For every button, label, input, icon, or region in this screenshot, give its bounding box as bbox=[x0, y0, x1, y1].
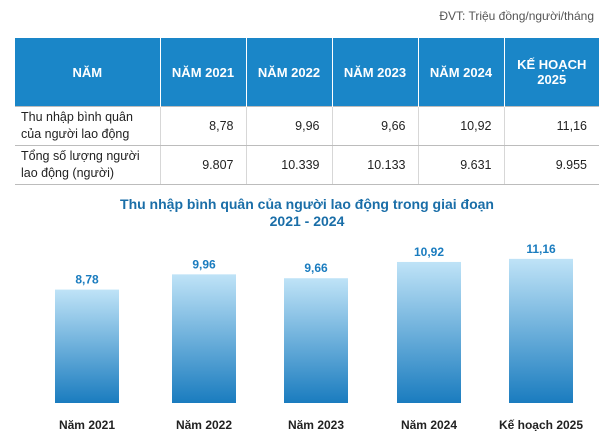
cell-value: 10.339 bbox=[246, 145, 333, 185]
chart-title-line-2: 2021 - 2024 bbox=[269, 213, 345, 229]
cell-value: 9,66 bbox=[332, 106, 419, 146]
cell-value: 9.955 bbox=[504, 145, 599, 185]
row-label: Thu nhập bình quân của người lao động bbox=[15, 106, 161, 146]
cell-value: 9,96 bbox=[246, 106, 333, 146]
table-header-row: NĂM NĂM 2021 NĂM 2022 NĂM 2023 NĂM 2024 … bbox=[15, 38, 599, 107]
bar-1 bbox=[55, 289, 119, 403]
bar-2 bbox=[172, 274, 236, 403]
bar-3 bbox=[284, 278, 348, 403]
header-2023: NĂM 2023 bbox=[332, 38, 419, 107]
header-year: NĂM bbox=[15, 38, 161, 107]
header-plan-2025: KẾ HOẠCH 2025 bbox=[504, 38, 599, 107]
cell-value: 10,92 bbox=[418, 106, 505, 146]
bar-chart: 8,78 Năm 2021 9,96 Năm 2022 9,66 Năm 2023 10,9… bbox=[55, 242, 583, 432]
cell-value: 10.133 bbox=[332, 145, 419, 185]
chart-title-line-1: Thu nhập bình quân của người lao động tr… bbox=[120, 196, 494, 212]
data-table: NĂM NĂM 2021 NĂM 2022 NĂM 2023 NĂM 2024 … bbox=[15, 38, 599, 185]
x-tick-label: Năm 2023 bbox=[288, 418, 344, 432]
chart-title: Thu nhập bình quân của người lao động tr… bbox=[0, 196, 614, 230]
cell-value: 11,16 bbox=[504, 106, 599, 146]
bar-5 bbox=[509, 258, 573, 403]
table-row: Thu nhập bình quân của người lao động 8,… bbox=[15, 106, 599, 146]
table-row: Tổng số lượng người lao động (người) 9.8… bbox=[15, 145, 599, 185]
row-label: Tổng số lượng người lao động (người) bbox=[15, 145, 161, 185]
header-2024: NĂM 2024 bbox=[418, 38, 505, 107]
header-2022: NĂM 2022 bbox=[246, 38, 333, 107]
x-tick-label: Kế hoạch 2025 bbox=[499, 418, 583, 432]
bar-value-label: 9,66 bbox=[304, 261, 328, 275]
bar-value-label: 11,16 bbox=[526, 242, 556, 256]
cell-value: 9.631 bbox=[418, 145, 505, 185]
unit-note: ĐVT: Triệu đồng/người/tháng bbox=[439, 9, 594, 23]
x-tick-label: Năm 2024 bbox=[401, 418, 457, 432]
bar-value-label: 8,78 bbox=[75, 273, 99, 287]
x-tick-label: Năm 2021 bbox=[59, 418, 115, 432]
bar-value-label: 10,92 bbox=[414, 245, 444, 259]
bar-4 bbox=[397, 261, 461, 403]
bar-value-label: 9,96 bbox=[192, 257, 216, 271]
header-2021: NĂM 2021 bbox=[160, 38, 247, 107]
x-tick-label: Năm 2022 bbox=[176, 418, 232, 432]
cell-value: 8,78 bbox=[160, 106, 247, 146]
cell-value: 9.807 bbox=[160, 145, 247, 185]
